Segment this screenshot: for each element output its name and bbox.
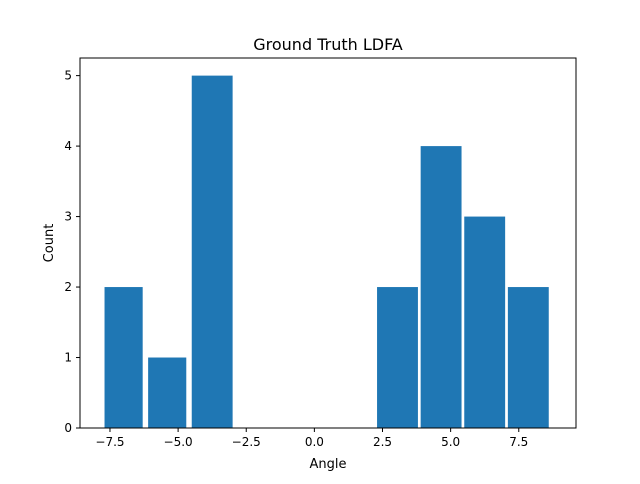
chart-title: Ground Truth LDFA: [253, 35, 403, 54]
x-tick-label-0: −7.5: [95, 435, 124, 449]
ticks-layer: −7.5 −5.0 −2.5 0.0 2.5 5.0 7.5 0 1 2 3 4 5: [64, 69, 528, 449]
y-tick-label-1: 1: [64, 351, 72, 365]
y-tick-label-2: 2: [64, 280, 72, 294]
bar-2: [191, 75, 233, 429]
x-tick-label-2: −2.5: [232, 435, 261, 449]
x-tick-label-4: 2.5: [373, 435, 392, 449]
bar-1: [148, 357, 187, 428]
bar-4: [420, 146, 462, 428]
x-tick-label-3: 0.0: [305, 435, 324, 449]
x-tick-label-6: 7.5: [509, 435, 528, 449]
x-tick-label-1: −5.0: [164, 435, 193, 449]
bar-3: [377, 287, 418, 428]
bars-layer: [104, 75, 549, 429]
x-tick-label-5: 5.0: [441, 435, 460, 449]
bar-0: [104, 287, 143, 428]
y-axis-label: Count: [42, 224, 57, 263]
y-tick-label-4: 4: [64, 139, 72, 153]
x-axis-label: Angle: [310, 457, 347, 472]
y-tick-label-3: 3: [64, 210, 72, 224]
y-tick-label-5: 5: [64, 69, 72, 83]
bar-5: [464, 216, 506, 428]
plot-frame: [79, 57, 577, 429]
bar-6: [507, 287, 549, 428]
y-tick-label-0: 0: [64, 421, 72, 435]
